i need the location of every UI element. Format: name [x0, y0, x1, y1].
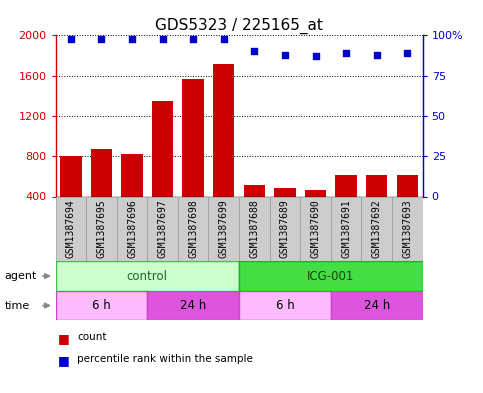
Bar	[60, 156, 82, 196]
Text: GSM1387694: GSM1387694	[66, 200, 76, 259]
Text: GSM1387698: GSM1387698	[188, 200, 198, 259]
Text: GSM1387695: GSM1387695	[97, 200, 106, 259]
Bar	[121, 154, 143, 196]
Title: GDS5323 / 225165_at: GDS5323 / 225165_at	[155, 18, 323, 34]
Point	[159, 35, 167, 42]
Point	[67, 35, 75, 42]
Text: 24 h: 24 h	[180, 299, 206, 312]
Bar	[270, 196, 300, 261]
Text: ■: ■	[58, 332, 70, 345]
Bar	[331, 291, 423, 320]
Text: GSM1387690: GSM1387690	[311, 200, 321, 259]
Text: 6 h: 6 h	[276, 299, 294, 312]
Bar	[239, 261, 423, 291]
Bar	[152, 101, 173, 196]
Bar	[274, 188, 296, 196]
Bar	[183, 79, 204, 196]
Bar	[117, 196, 147, 261]
Bar	[56, 291, 147, 320]
Point	[128, 35, 136, 42]
Text: ■: ■	[58, 354, 70, 367]
Text: time: time	[5, 301, 30, 310]
Bar	[213, 64, 235, 196]
Bar	[305, 191, 327, 196]
Text: ICG-001: ICG-001	[307, 270, 355, 283]
Point	[312, 53, 319, 59]
Bar	[209, 196, 239, 261]
Text: count: count	[77, 332, 107, 342]
Bar	[244, 185, 265, 196]
Bar	[361, 196, 392, 261]
Bar	[397, 175, 418, 196]
Bar	[91, 149, 112, 196]
Bar	[300, 196, 331, 261]
Text: GSM1387693: GSM1387693	[402, 200, 412, 259]
Text: 6 h: 6 h	[92, 299, 111, 312]
Bar	[392, 196, 423, 261]
Bar	[86, 196, 117, 261]
Text: GSM1387689: GSM1387689	[280, 200, 290, 259]
Bar	[147, 196, 178, 261]
Point	[220, 35, 227, 42]
Bar	[178, 196, 209, 261]
Bar	[147, 291, 239, 320]
Text: agent: agent	[5, 271, 37, 281]
Text: percentile rank within the sample: percentile rank within the sample	[77, 354, 253, 364]
Bar	[335, 175, 357, 196]
Text: GSM1387692: GSM1387692	[372, 200, 382, 259]
Point	[403, 50, 411, 56]
Bar	[331, 196, 361, 261]
Point	[281, 51, 289, 58]
Point	[98, 35, 105, 42]
Point	[373, 51, 381, 58]
Bar	[56, 196, 86, 261]
Text: GSM1387688: GSM1387688	[249, 200, 259, 259]
Text: GSM1387691: GSM1387691	[341, 200, 351, 259]
Point	[251, 48, 258, 55]
Point	[189, 35, 197, 42]
Text: 24 h: 24 h	[364, 299, 390, 312]
Bar	[239, 196, 270, 261]
Bar	[366, 175, 387, 196]
Bar	[56, 261, 239, 291]
Point	[342, 50, 350, 56]
Text: control: control	[127, 270, 168, 283]
Text: GSM1387696: GSM1387696	[127, 200, 137, 259]
Text: GSM1387697: GSM1387697	[157, 200, 168, 259]
Text: GSM1387699: GSM1387699	[219, 200, 229, 259]
Bar	[239, 291, 331, 320]
